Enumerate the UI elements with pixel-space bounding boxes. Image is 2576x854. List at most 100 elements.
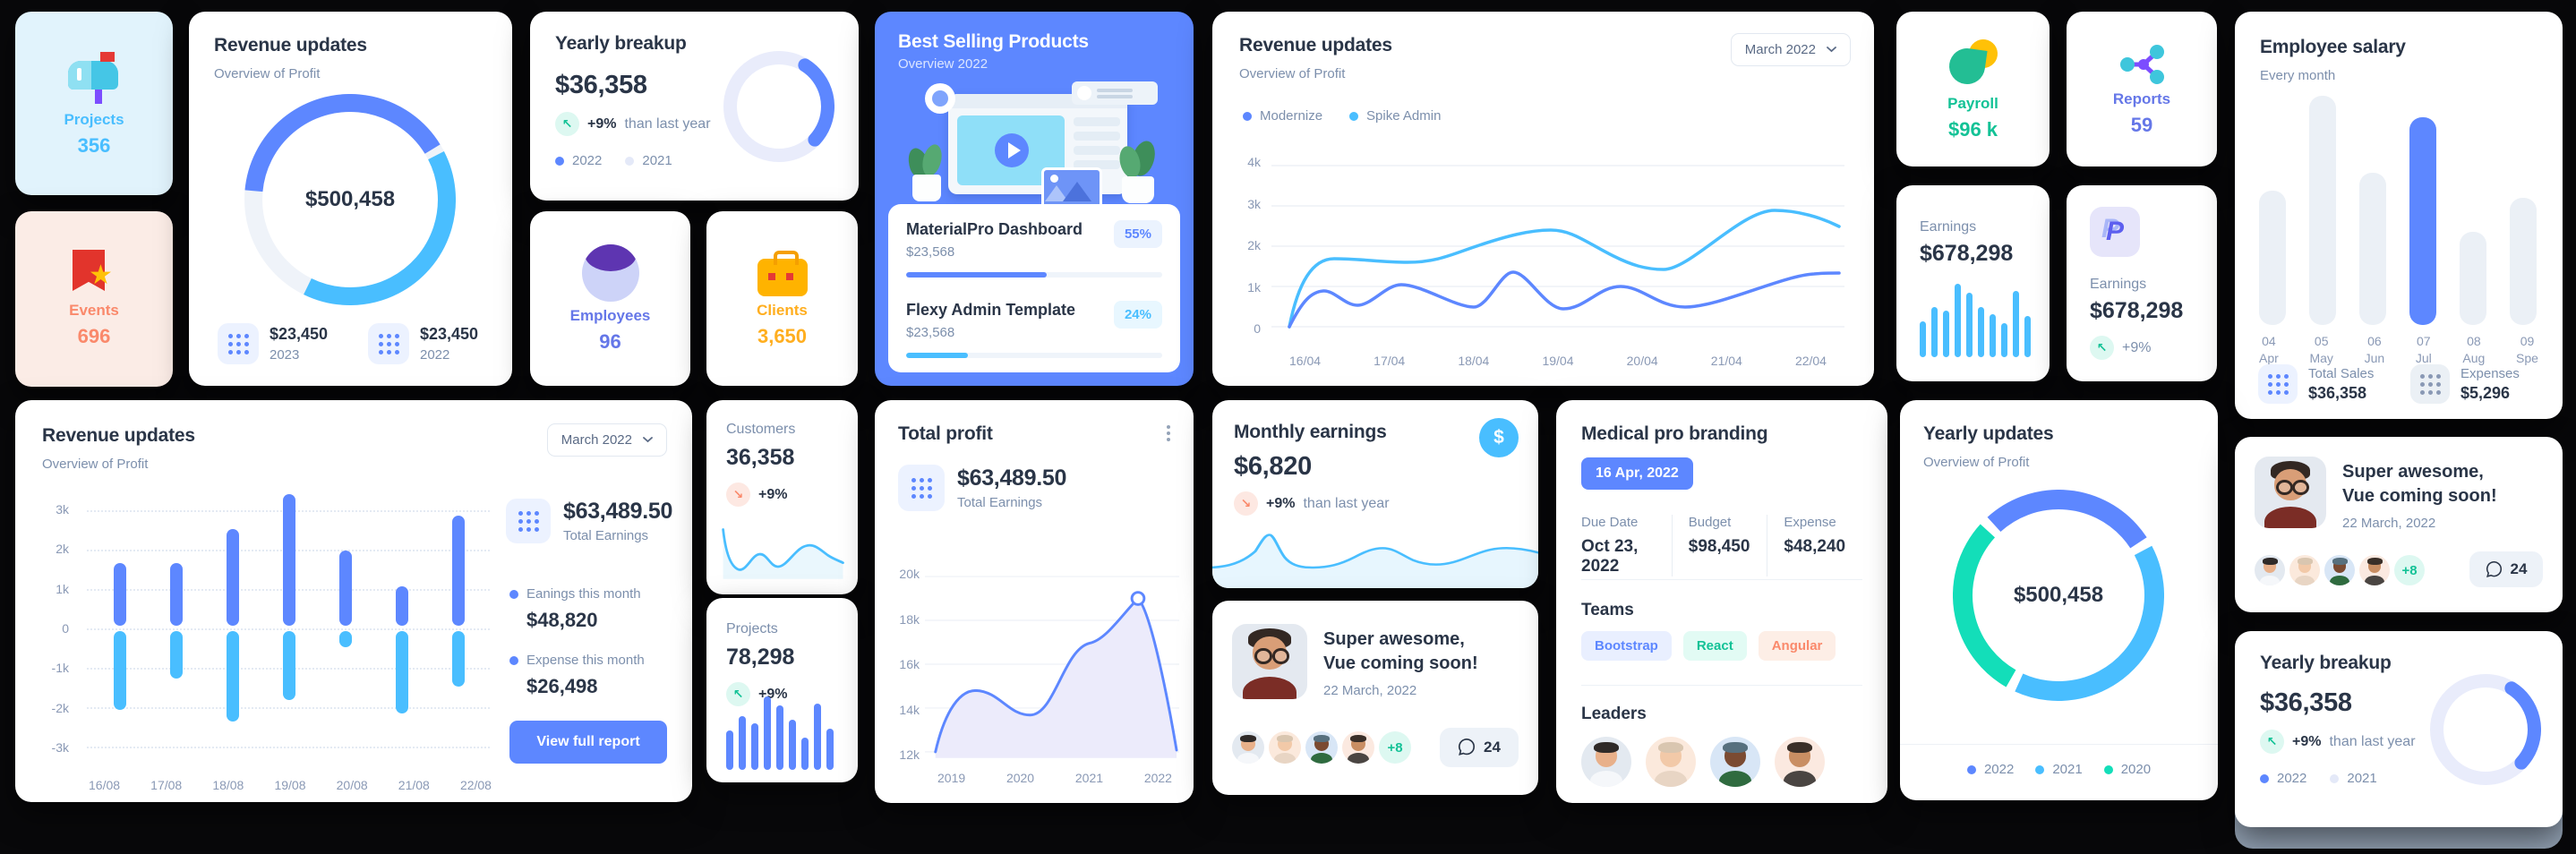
comments-pill[interactable]: 24 bbox=[1440, 728, 1519, 767]
monthly-earnings-value: $6,820 bbox=[1234, 452, 1312, 481]
title-line-1: Super awesome, bbox=[2342, 462, 2484, 482]
card-subtitle: Overview of Profit bbox=[214, 66, 321, 81]
card-title: Medical pro branding bbox=[1581, 423, 1768, 444]
legend-dot-2022 bbox=[1966, 764, 1976, 774]
legend-dot-2022 bbox=[555, 156, 564, 166]
legend-dot-spike-admin bbox=[1349, 111, 1359, 121]
legend-label: 2022 bbox=[1983, 762, 2015, 777]
delta-row: +9% than last year bbox=[1234, 491, 1390, 516]
legend-dot-2022 bbox=[2260, 773, 2269, 783]
donut-center-value: $500,458 bbox=[304, 187, 396, 211]
product-row[interactable]: Flexy Admin Template $23,568 24% bbox=[906, 301, 1162, 358]
product-price: $23,568 bbox=[906, 244, 955, 260]
view-full-report-button[interactable]: View full report bbox=[509, 721, 667, 764]
revenue-donut-chart: $500,458 bbox=[244, 94, 456, 305]
team-chip-react[interactable]: React bbox=[1682, 631, 1747, 661]
yearly-breakup-value: $36,358 bbox=[555, 71, 647, 99]
author-avatar bbox=[2255, 457, 2326, 528]
employees-label: Employees bbox=[569, 306, 651, 324]
product-percent-badge: 24% bbox=[1113, 301, 1162, 329]
product-name: Flexy Admin Template bbox=[906, 301, 1076, 319]
expense-this-month: Expense this month $26,498 bbox=[509, 653, 645, 698]
medical-pro-branding-card: Medical pro branding 16 Apr, 2022 Due Da… bbox=[1556, 400, 1887, 803]
donut-stat-2023: $23,450 2023 bbox=[218, 323, 328, 364]
leader-avatar bbox=[1581, 737, 1631, 787]
legend-dot-2020 bbox=[2103, 764, 2113, 774]
card-subtitle: Overview of Profit bbox=[1923, 455, 2030, 470]
card-subtitle: Every month bbox=[2260, 68, 2336, 83]
expenses-stat: Expenses $5,296 bbox=[2410, 364, 2520, 404]
participant-avatar bbox=[2359, 555, 2390, 585]
employees-value: 96 bbox=[599, 329, 621, 353]
leader-avatar bbox=[1775, 737, 1825, 787]
field-value: Oct 23, 2022 bbox=[1581, 537, 1639, 576]
delta-note: than last year bbox=[1303, 495, 1390, 511]
item-label: Expense this month bbox=[526, 653, 645, 668]
stat-value: $36,358 bbox=[2308, 383, 2367, 402]
comments-count: 24 bbox=[1484, 739, 1501, 756]
leader-avatar bbox=[1646, 737, 1696, 787]
earnings-value: $678,298 bbox=[2090, 298, 2184, 323]
donut-center-value: $500,458 bbox=[2013, 583, 2104, 607]
author-avatar bbox=[1232, 624, 1307, 699]
x-axis-labels: 16/04 17/04 18/04 19/04 20/04 21/04 22/04 bbox=[1289, 354, 1827, 368]
product-row[interactable]: MaterialPro Dashboard $23,568 55% bbox=[906, 220, 1162, 278]
legend-label: 2021 bbox=[2052, 762, 2083, 777]
payroll-value: $96 k bbox=[1947, 117, 1998, 141]
title-line-1: Super awesome, bbox=[1323, 629, 1465, 649]
leaves-icon bbox=[1944, 37, 2003, 90]
earnings-expense-bar-chart bbox=[87, 490, 490, 767]
month-select[interactable]: March 2022 bbox=[1730, 33, 1851, 66]
revenue-updates-donut-card: Revenue updates Overview of Profit $500,… bbox=[189, 12, 512, 386]
projects-label: Projects bbox=[726, 621, 778, 636]
team-chip-angular[interactable]: Angular bbox=[1758, 631, 1836, 661]
customers-stat-card: Customers 36,358 +9% bbox=[706, 400, 858, 594]
legend-label: 2020 bbox=[2120, 762, 2152, 777]
announcement-date: 22 March, 2022 bbox=[1323, 683, 1417, 698]
reports-value: 59 bbox=[2130, 113, 2153, 136]
vue-announcement-card: Super awesome, Vue coming soon! 22 March… bbox=[1212, 601, 1538, 795]
announcement-date: 22 March, 2022 bbox=[2342, 516, 2436, 531]
delta-row: +9% than last year bbox=[555, 112, 711, 136]
field-label: Expense bbox=[1784, 515, 1836, 530]
projects-mini-stat-card: Projects 78,298 +9% bbox=[706, 598, 858, 782]
leaders-avatars bbox=[1581, 737, 1825, 787]
card-title: Best Selling Products bbox=[898, 31, 1089, 52]
projects-value: 78,298 bbox=[726, 645, 795, 670]
yearly-updates-donut: $500,458 bbox=[1953, 490, 2164, 701]
legend-dot bbox=[509, 655, 518, 665]
total-profit-value: $63,489.50 bbox=[957, 465, 1067, 491]
month-select[interactable]: March 2022 bbox=[546, 423, 667, 457]
yearly-breakup-donut bbox=[2430, 674, 2541, 785]
customers-sparkline bbox=[722, 528, 844, 579]
comment-bubble-icon bbox=[2486, 560, 2502, 577]
comment-bubble-icon bbox=[1459, 739, 1476, 756]
briefcase-icon bbox=[757, 250, 808, 296]
kebab-menu-icon[interactable] bbox=[1161, 420, 1176, 447]
product-name: MaterialPro Dashboard bbox=[906, 220, 1083, 238]
chevron-down-icon bbox=[643, 437, 653, 443]
arrow-up-left-icon bbox=[2090, 336, 2114, 360]
participant-avatar bbox=[1269, 731, 1301, 764]
participant-avatar bbox=[1305, 731, 1338, 764]
arrow-down-right-icon bbox=[726, 483, 750, 507]
divider bbox=[1581, 685, 1862, 686]
best-selling-products-card: Best Selling Products Overview 2022 Mate… bbox=[875, 12, 1194, 386]
card-title: Revenue updates bbox=[42, 425, 195, 446]
customers-value: 36,358 bbox=[726, 445, 795, 470]
item-label: Eanings this month bbox=[526, 586, 641, 602]
card-subtitle: Overview of Profit bbox=[42, 457, 149, 472]
bookmark-star-icon bbox=[65, 250, 123, 296]
modernize-series-line bbox=[1288, 270, 1841, 329]
delta-row: +9% bbox=[726, 483, 787, 507]
team-chip-bootstrap[interactable]: Bootstrap bbox=[1581, 631, 1672, 661]
participant-avatar bbox=[1232, 731, 1264, 764]
participant-avatar bbox=[1342, 731, 1374, 764]
arrow-down-right-icon bbox=[1234, 491, 1258, 516]
divider bbox=[1900, 744, 2218, 745]
grid-icon bbox=[506, 499, 551, 543]
comments-pill[interactable]: 24 bbox=[2469, 551, 2543, 587]
card-title: Yearly updates bbox=[1923, 423, 2054, 444]
item-value: $48,820 bbox=[526, 609, 598, 631]
delta-row: +9% bbox=[2090, 336, 2151, 360]
